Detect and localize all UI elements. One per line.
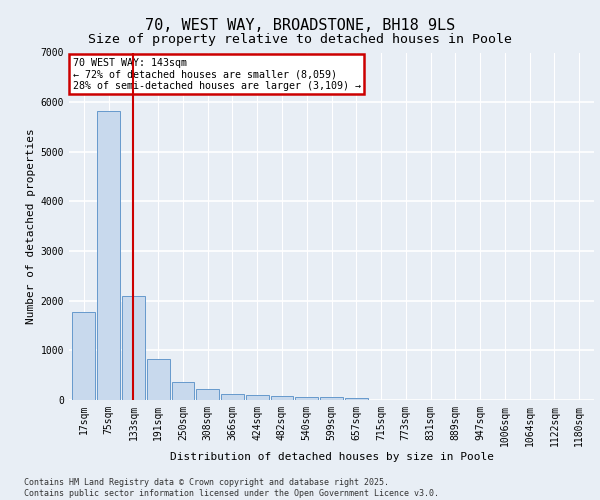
Text: 70, WEST WAY, BROADSTONE, BH18 9LS: 70, WEST WAY, BROADSTONE, BH18 9LS bbox=[145, 18, 455, 32]
Bar bbox=[172, 382, 194, 400]
Text: Contains HM Land Registry data © Crown copyright and database right 2025.
Contai: Contains HM Land Registry data © Crown c… bbox=[24, 478, 439, 498]
Text: Size of property relative to detached houses in Poole: Size of property relative to detached ho… bbox=[88, 32, 512, 46]
Y-axis label: Number of detached properties: Number of detached properties bbox=[26, 128, 37, 324]
Bar bbox=[97, 110, 120, 400]
Bar bbox=[147, 360, 170, 400]
Bar bbox=[320, 397, 343, 400]
Bar bbox=[246, 395, 269, 400]
X-axis label: Distribution of detached houses by size in Poole: Distribution of detached houses by size … bbox=[170, 452, 493, 462]
Bar bbox=[196, 390, 219, 400]
Bar bbox=[122, 296, 145, 400]
Bar bbox=[221, 394, 244, 400]
Bar bbox=[271, 396, 293, 400]
Text: 70 WEST WAY: 143sqm
← 72% of detached houses are smaller (8,059)
28% of semi-det: 70 WEST WAY: 143sqm ← 72% of detached ho… bbox=[73, 58, 361, 91]
Bar bbox=[345, 398, 368, 400]
Bar bbox=[73, 312, 95, 400]
Bar bbox=[295, 397, 318, 400]
